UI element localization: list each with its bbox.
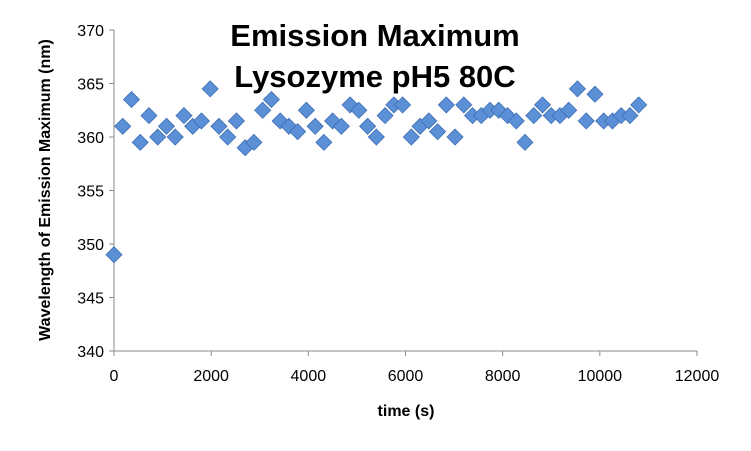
data-point — [516, 133, 534, 151]
data-point — [621, 107, 639, 125]
data-point — [219, 128, 237, 146]
data-point — [254, 101, 272, 119]
y-tick-label: 355 — [77, 184, 104, 201]
data-point — [560, 101, 578, 119]
data-point — [367, 128, 385, 146]
y-tick-label: 340 — [77, 344, 104, 361]
data-point — [105, 246, 123, 264]
x-tick-label: 6000 — [388, 368, 424, 385]
data-point — [577, 112, 595, 130]
data-point — [315, 133, 333, 151]
data-point — [420, 112, 438, 130]
data-point — [428, 123, 447, 141]
data-point — [306, 117, 324, 135]
x-tick-label: 2000 — [193, 368, 229, 385]
y-tick-label: 360 — [77, 130, 104, 147]
data-point — [289, 123, 307, 141]
data-point — [446, 128, 464, 146]
data-point — [149, 128, 167, 146]
data-point — [350, 101, 368, 119]
y-tick-label: 350 — [77, 237, 104, 254]
x-tick-label: 0 — [110, 368, 119, 385]
data-point — [455, 96, 473, 114]
x-tick-label: 8000 — [485, 368, 521, 385]
data-point — [175, 107, 193, 125]
x-axis-title: time (s) — [378, 403, 435, 420]
data-point — [201, 80, 219, 98]
data-point — [568, 80, 587, 98]
data-point — [533, 96, 552, 114]
y-axis-title: Wavelength of Emission Maximum (nm) — [37, 39, 54, 341]
y-tick-label: 370 — [77, 23, 104, 40]
data-point — [359, 117, 377, 135]
data-point — [630, 96, 648, 114]
data-point — [140, 107, 158, 125]
data-point — [131, 133, 149, 151]
data-point — [332, 117, 350, 135]
data-point — [376, 107, 394, 125]
data-point — [122, 90, 141, 109]
x-tick-label: 12000 — [675, 368, 720, 385]
data-point — [192, 112, 211, 130]
data-point — [262, 90, 280, 109]
data-point — [157, 117, 176, 135]
data-point — [525, 107, 543, 125]
data-point — [507, 112, 525, 130]
data-point — [437, 96, 455, 114]
data-point — [210, 117, 228, 135]
chart-title-line2: Lysozyme pH5 80C — [234, 59, 515, 94]
axes: 340 345 350 355 360 365 370 0 2000 4000 6000 8000 10… — [77, 23, 719, 385]
data-point — [297, 101, 315, 119]
data-point — [586, 85, 604, 103]
data-point — [114, 117, 132, 135]
x-tick-label: 4000 — [291, 368, 327, 385]
data-points — [105, 80, 648, 264]
y-tick-label: 365 — [77, 77, 104, 94]
data-point — [166, 128, 184, 146]
data-point — [227, 112, 245, 130]
chart-title-line1: Emission Maximum — [230, 18, 519, 53]
y-tick-label: 345 — [77, 291, 104, 308]
x-tick-label: 10000 — [578, 368, 623, 385]
data-point — [394, 96, 412, 114]
data-point — [498, 107, 517, 125]
data-point — [402, 128, 420, 146]
data-point — [245, 133, 263, 151]
